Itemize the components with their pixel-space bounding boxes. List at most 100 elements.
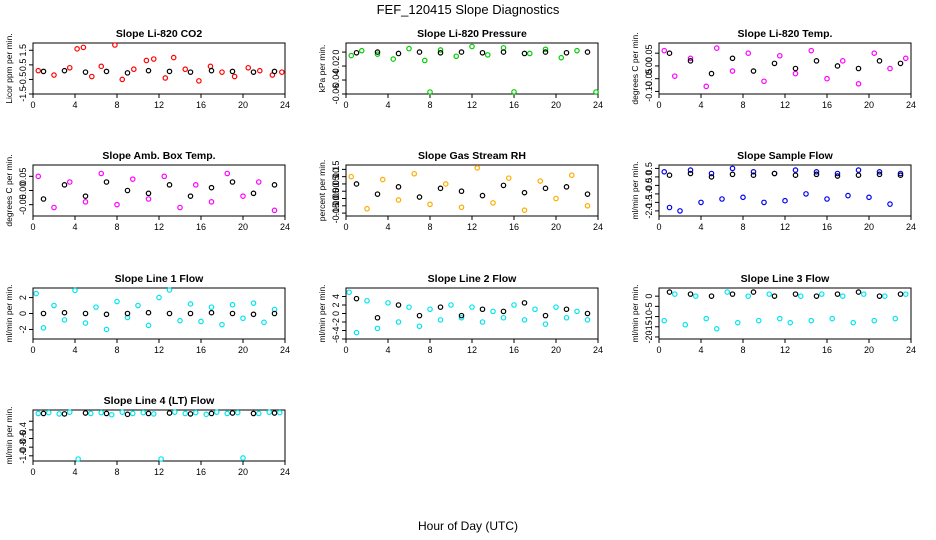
data-point [500,314,507,321]
data-point [458,204,465,211]
reference-point [855,289,862,295]
data-point [192,182,199,188]
y-tick-label: -0.15 [331,203,341,224]
reference-point [584,49,591,55]
x-tick-label: 24 [280,467,290,477]
data-point [453,53,460,60]
data-points [661,45,909,90]
y-tick-label: -0.8 [18,439,28,455]
data-point [379,176,386,183]
x-tick-label: 12 [780,345,790,355]
reference-point [374,49,381,55]
y-tick-label: 0.05 [18,168,28,186]
reference-point [166,310,173,317]
data-point [750,169,757,175]
reference-point [666,289,673,295]
reference-point [500,308,507,315]
plot-frame [345,287,599,340]
data-point [813,169,820,175]
x-tick-label: 4 [698,222,703,232]
reference-point [187,69,194,75]
reference-point [437,49,444,56]
data-point [150,411,157,417]
data-point [824,75,830,82]
data-point [271,207,278,214]
data-point [229,301,236,308]
x-tick-label: 12 [467,100,477,110]
plot-frame [32,164,286,217]
reference-point [187,310,194,317]
data-point [792,167,799,173]
reference-point [687,291,694,297]
data-point [437,47,444,53]
data-point [537,178,544,184]
reference-point [563,306,570,313]
x-tick-label: 0 [656,345,661,355]
data-point [881,293,888,299]
data-point [574,308,580,315]
data-point [671,73,678,79]
data-point [196,78,202,84]
data-point [353,329,360,336]
reference-point [103,311,110,318]
x-tick-label: 20 [864,222,874,232]
data-point [661,317,668,324]
y-tick-label: 2 [18,295,28,300]
reference-point [187,193,194,199]
y-axis-label: ml/min per min. [4,406,14,464]
data-point [797,293,804,299]
reference-point [897,60,904,67]
y-tick-label: -0.05 [331,188,341,209]
data-point [666,204,673,211]
x-tick-label: 12 [154,222,164,232]
data-point [839,58,846,64]
reference-point [876,171,883,178]
x-axis: 0 4 8 12 16 20 24 [343,94,603,110]
reference-point [792,291,799,297]
data-point [850,319,857,326]
x-tick-label: 20 [551,100,561,110]
plot-frame [345,164,599,217]
x-tick-label: 8 [114,100,119,110]
reference-point [813,293,820,299]
reference-point [521,50,528,57]
panel-5: Slope Sample Flow 0 4 8 12 16 20 24 -2.0-1.5-1.0… [630,150,916,232]
data-point [256,67,263,74]
reference-point [500,182,507,189]
y-axis: -0.06-0.04-0.020 [331,50,346,104]
reference-point [353,181,360,187]
data-point [729,165,736,172]
y-tick-label: -0.04 [331,70,341,91]
data-point [542,46,549,53]
x-tick-label: 0 [30,467,35,477]
reference-point [521,300,528,306]
x-axis: 0 4 8 12 16 20 24 [30,339,290,355]
reference-point [208,184,215,191]
data-points [346,289,591,336]
reference-point [61,182,68,188]
reference-point [416,312,423,319]
data-point [364,205,370,212]
y-tick-label: 2 [331,302,341,307]
reference-point [792,65,799,72]
reference-point [166,68,173,75]
data-point [156,294,162,301]
reference-point [271,182,278,188]
reference-point [271,410,278,416]
reference-point [124,187,131,194]
data-point [75,456,81,462]
reference-point [145,309,152,316]
data-point [808,317,815,324]
y-axis-label: degrees C per min. [4,154,14,226]
reference-point [103,410,110,417]
data-point [661,169,668,175]
data-point [490,308,496,315]
data-point [131,66,137,73]
data-point [687,55,694,62]
y-tick-label: 0.5 [644,162,654,175]
y-axis-label: percent per min. [317,160,327,221]
reference-point [563,49,570,56]
x-tick-label: 12 [467,222,477,232]
data-point [808,47,815,54]
y-tick-label: 0.15 [331,161,341,179]
